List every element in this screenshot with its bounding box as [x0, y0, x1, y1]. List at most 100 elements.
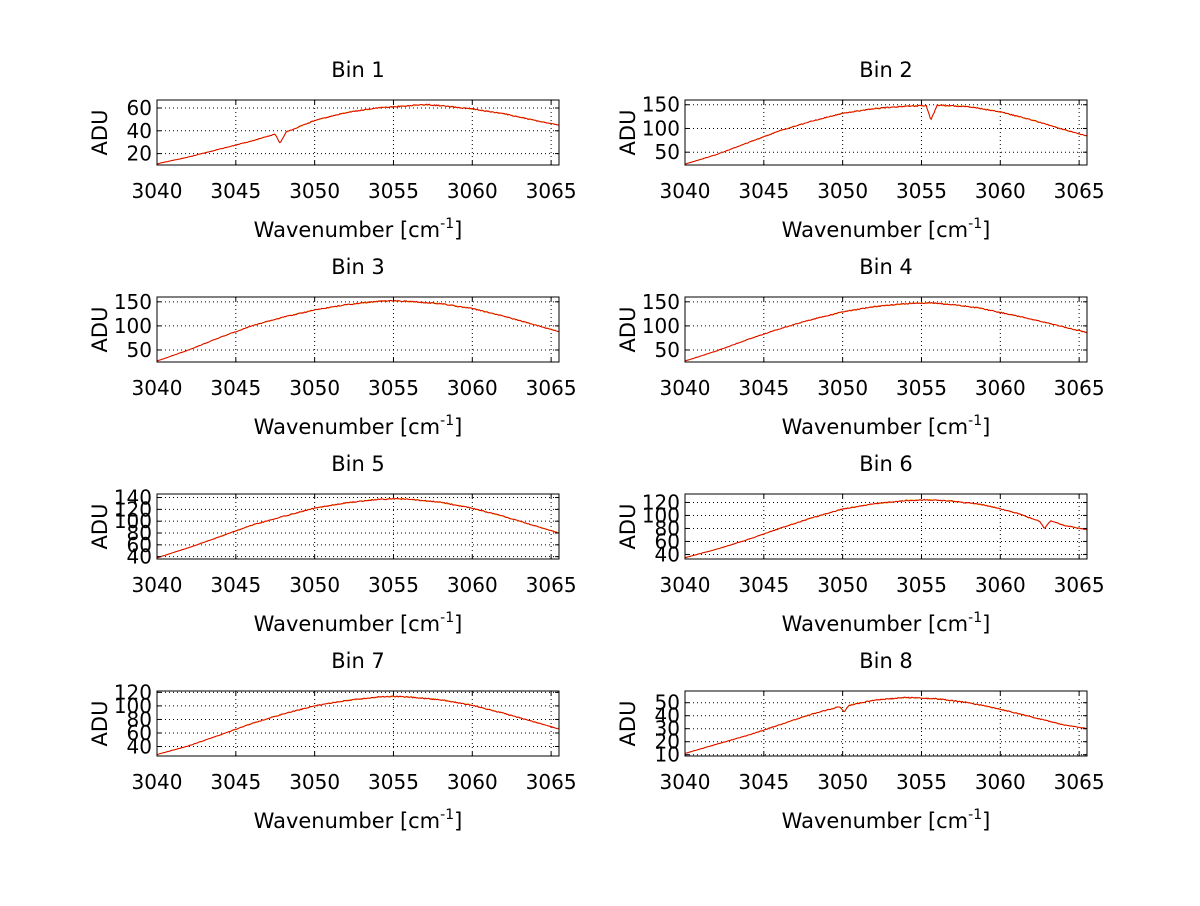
x-tick-label: 3065: [1054, 376, 1105, 400]
subplot-title: Bin 8: [859, 649, 913, 673]
x-tick-label: 3055: [896, 376, 947, 400]
series-line-yellow: [684, 696, 1088, 754]
x-axis-label-main: Wavenumber [cm: [254, 218, 440, 242]
axes-box: [156, 493, 560, 560]
x-tick-label: 3050: [289, 376, 340, 400]
x-axis-label-end: ]: [454, 809, 462, 833]
axes-box: [156, 690, 560, 757]
y-axis-label: ADU: [88, 504, 112, 550]
y-tick-label: 40: [655, 704, 680, 728]
series-line-red: [156, 695, 560, 756]
x-tick-label: 3050: [289, 573, 340, 597]
x-tick-label: 3040: [132, 573, 183, 597]
x-axis-label: Wavenumber [cm-1]: [782, 413, 991, 439]
y-tick-label: 20: [655, 730, 680, 754]
y-tick-label: 40: [127, 735, 152, 759]
x-axis-label-main: Wavenumber [cm: [254, 612, 440, 636]
subplot-title: Bin 3: [331, 255, 385, 279]
x-axis-label-end: ]: [454, 218, 462, 242]
x-axis-label-end: ]: [982, 809, 990, 833]
y-tick-label: 150: [642, 290, 680, 314]
x-tick-label: 3055: [368, 770, 419, 794]
series-line-red: [684, 301, 1088, 362]
x-axis-label-exponent: -1: [968, 413, 982, 429]
series-line-red: [684, 498, 1088, 559]
y-tick-label: 100: [642, 314, 680, 338]
axes-box: [684, 296, 1088, 363]
y-tick-label: 40: [127, 119, 152, 143]
x-tick-label: 3060: [975, 770, 1026, 794]
y-axis-label: ADU: [88, 701, 112, 747]
y-axis-label: ADU: [616, 701, 640, 747]
x-tick-label: 3065: [1054, 573, 1105, 597]
x-axis-label-main: Wavenumber [cm: [782, 218, 968, 242]
y-tick-label: 50: [655, 338, 680, 362]
x-axis-label-exponent: -1: [440, 413, 454, 429]
y-tick-label: 40: [655, 542, 680, 566]
x-axis-label: Wavenumber [cm-1]: [254, 610, 463, 636]
subplot-title: Bin 7: [331, 649, 385, 673]
axes-box: [684, 690, 1088, 757]
y-tick-label: 120: [642, 490, 680, 514]
x-axis-label-main: Wavenumber [cm: [254, 809, 440, 833]
x-axis-label-end: ]: [982, 415, 990, 439]
series-line-yellow: [684, 302, 1088, 362]
x-axis-label-exponent: -1: [968, 216, 982, 232]
y-tick-label: 20: [127, 142, 152, 166]
x-tick-label: 3050: [817, 573, 868, 597]
x-tick-label: 3040: [660, 376, 711, 400]
y-tick-label: 40: [127, 545, 152, 569]
x-tick-label: 3065: [1054, 770, 1105, 794]
y-tick-label: 50: [655, 140, 680, 164]
x-axis-label: Wavenumber [cm-1]: [782, 216, 991, 242]
series-line-yellow: [156, 497, 560, 559]
subplot-title: Bin 6: [859, 452, 913, 476]
y-tick-label: 80: [655, 516, 680, 540]
y-tick-label: 100: [642, 503, 680, 527]
x-tick-label: 3040: [132, 179, 183, 203]
x-axis-label-main: Wavenumber [cm: [782, 612, 968, 636]
axes-box: [156, 296, 560, 363]
x-tick-label: 3055: [368, 573, 419, 597]
axes-box: [684, 493, 1088, 560]
x-tick-label: 3045: [210, 573, 261, 597]
series-line-red: [684, 103, 1088, 165]
x-axis-label-end: ]: [454, 415, 462, 439]
x-tick-label: 3040: [132, 376, 183, 400]
x-axis-label-end: ]: [454, 612, 462, 636]
x-axis-label-main: Wavenumber [cm: [254, 415, 440, 439]
x-axis-label-exponent: -1: [440, 807, 454, 823]
x-tick-label: 3050: [289, 770, 340, 794]
series-line-yellow: [684, 104, 1088, 165]
x-axis-label-exponent: -1: [440, 610, 454, 626]
series-line-yellow: [156, 695, 560, 756]
x-axis-label: Wavenumber [cm-1]: [254, 413, 463, 439]
x-axis-label: Wavenumber [cm-1]: [782, 807, 991, 833]
y-tick-label: 100: [642, 116, 680, 140]
x-tick-label: 3045: [738, 179, 789, 203]
y-tick-label: 50: [127, 338, 152, 362]
x-tick-label: 3045: [738, 770, 789, 794]
x-tick-label: 3040: [660, 770, 711, 794]
x-axis-label-end: ]: [982, 612, 990, 636]
y-tick-label: 100: [114, 314, 152, 338]
y-tick-label: 150: [114, 290, 152, 314]
y-tick-label: 10: [655, 743, 680, 767]
y-axis-label: ADU: [616, 307, 640, 353]
y-tick-label: 120: [114, 497, 152, 521]
y-tick-label: 140: [114, 486, 152, 510]
series-line-red: [156, 299, 560, 362]
axes-box: [684, 99, 1088, 166]
subplot-title: Bin 5: [331, 452, 385, 476]
y-tick-label: 80: [127, 707, 152, 731]
x-axis-label-exponent: -1: [968, 807, 982, 823]
x-tick-label: 3050: [289, 179, 340, 203]
series-line-red: [156, 103, 560, 165]
y-axis-label: ADU: [616, 110, 640, 156]
